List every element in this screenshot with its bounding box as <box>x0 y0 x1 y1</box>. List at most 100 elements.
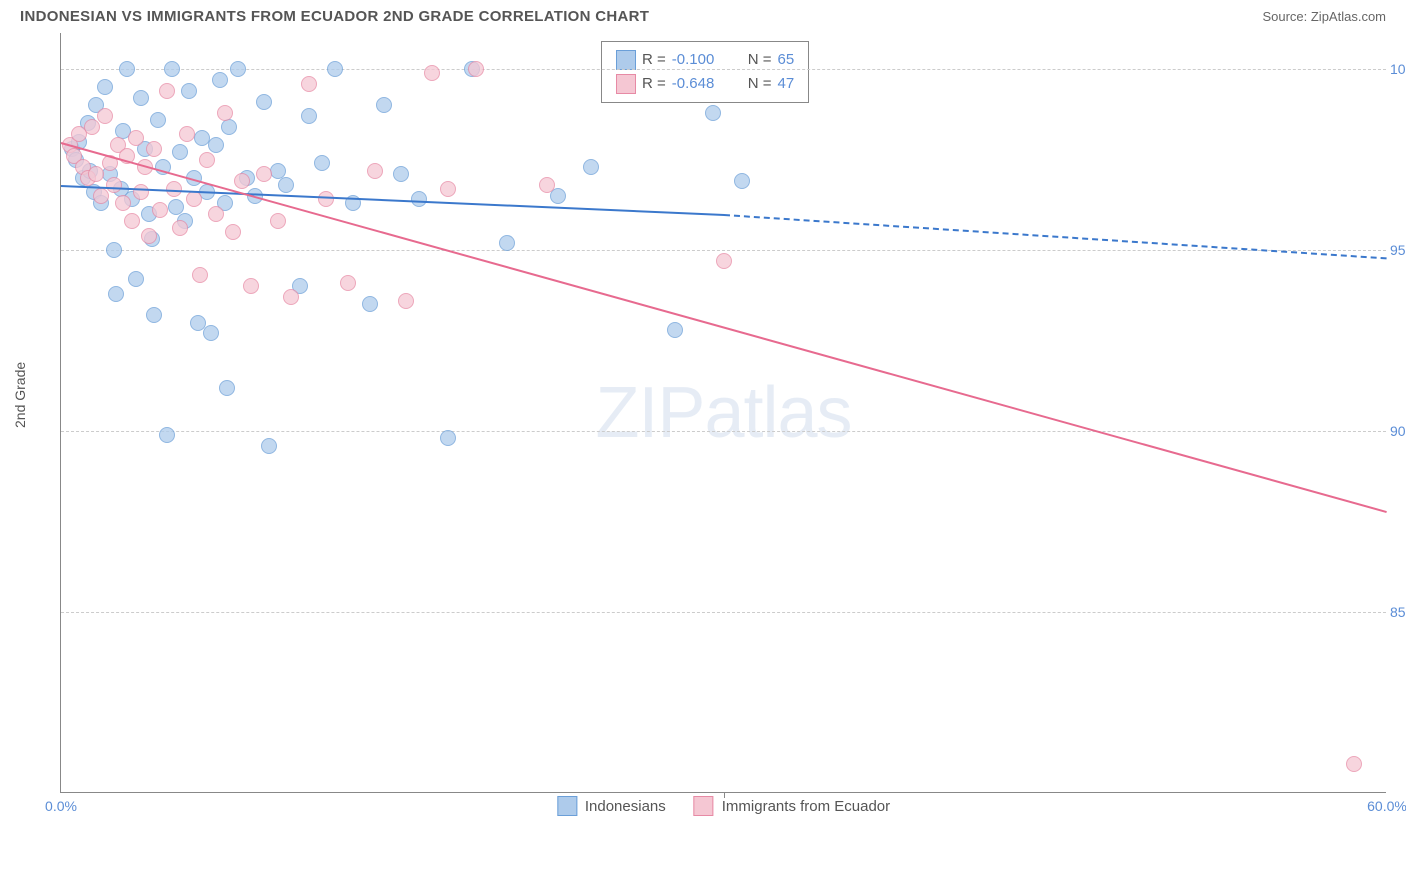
data-point <box>88 166 104 182</box>
data-point <box>172 144 188 160</box>
data-point <box>141 228 157 244</box>
data-point <box>172 220 188 236</box>
data-point <box>256 94 272 110</box>
x-tick-label: 0.0% <box>45 798 77 814</box>
data-point <box>219 380 235 396</box>
scatter-plot-area: ZIPatlas R =-0.100N =65R =-0.648N =47 In… <box>60 33 1386 793</box>
data-point <box>108 286 124 302</box>
legend-label: Immigrants from Ecuador <box>722 798 890 815</box>
watermark-text: ZIPatlas <box>595 372 851 454</box>
source-attribution: Source: ZipAtlas.com <box>1262 9 1386 24</box>
data-point <box>179 126 195 142</box>
x-tick-mark <box>724 792 725 798</box>
legend-row: R =-0.648 N =47 <box>616 72 794 96</box>
data-point <box>261 438 277 454</box>
data-point <box>152 202 168 218</box>
data-point <box>106 242 122 258</box>
data-point <box>583 159 599 175</box>
data-point <box>199 152 215 168</box>
data-point <box>340 275 356 291</box>
data-point <box>146 141 162 157</box>
data-point <box>186 191 202 207</box>
data-point <box>301 108 317 124</box>
gridline <box>61 69 1386 70</box>
legend-swatch <box>557 796 577 816</box>
data-point <box>1346 756 1362 772</box>
r-label: R = <box>642 72 666 96</box>
data-point <box>667 322 683 338</box>
data-point <box>203 325 219 341</box>
data-point <box>301 76 317 92</box>
data-point <box>327 61 343 77</box>
legend-swatch <box>694 796 714 816</box>
legend-swatch <box>616 50 636 70</box>
data-point <box>124 213 140 229</box>
y-tick-label: 85.0% <box>1390 604 1406 620</box>
legend-swatch <box>616 74 636 94</box>
data-point <box>314 155 330 171</box>
trend-line <box>61 142 1388 513</box>
data-point <box>716 253 732 269</box>
data-point <box>192 267 208 283</box>
data-point <box>97 79 113 95</box>
gridline <box>61 250 1386 251</box>
gridline <box>61 612 1386 613</box>
data-point <box>539 177 555 193</box>
data-point <box>398 293 414 309</box>
data-point <box>164 61 180 77</box>
data-point <box>93 188 109 204</box>
data-point <box>283 289 299 305</box>
r-value: -0.648 <box>672 72 732 96</box>
legend-item: Indonesians <box>557 796 666 816</box>
data-point <box>734 173 750 189</box>
data-point <box>376 97 392 113</box>
data-point <box>440 430 456 446</box>
data-point <box>97 108 113 124</box>
data-point <box>208 137 224 153</box>
n-value: 47 <box>778 72 795 96</box>
data-point <box>362 296 378 312</box>
gridline <box>61 431 1386 432</box>
data-point <box>468 61 484 77</box>
legend-label: Indonesians <box>585 798 666 815</box>
data-point <box>424 65 440 81</box>
data-point <box>234 173 250 189</box>
data-point <box>270 213 286 229</box>
data-point <box>166 181 182 197</box>
data-point <box>499 235 515 251</box>
data-point <box>159 427 175 443</box>
data-point <box>367 163 383 179</box>
data-point <box>133 90 149 106</box>
data-point <box>119 61 135 77</box>
series-legend: Indonesians Immigrants from Ecuador <box>557 796 890 816</box>
data-point <box>133 184 149 200</box>
x-tick-label: 60.0% <box>1367 798 1406 814</box>
data-point <box>256 166 272 182</box>
data-point <box>159 83 175 99</box>
data-point <box>243 278 259 294</box>
data-point <box>217 105 233 121</box>
data-point <box>128 130 144 146</box>
chart-title: INDONESIAN VS IMMIGRANTS FROM ECUADOR 2N… <box>20 8 649 25</box>
data-point <box>393 166 409 182</box>
data-point <box>115 195 131 211</box>
data-point <box>440 181 456 197</box>
data-point <box>128 271 144 287</box>
data-point <box>225 224 241 240</box>
y-axis-label: 2nd Grade <box>12 362 28 428</box>
y-tick-label: 100.0% <box>1390 61 1406 77</box>
data-point <box>230 61 246 77</box>
data-point <box>208 206 224 222</box>
y-tick-label: 95.0% <box>1390 242 1406 258</box>
data-point <box>150 112 166 128</box>
y-tick-label: 90.0% <box>1390 423 1406 439</box>
data-point <box>84 119 100 135</box>
data-point <box>212 72 228 88</box>
correlation-legend: R =-0.100N =65R =-0.648N =47 <box>601 41 809 103</box>
legend-item: Immigrants from Ecuador <box>694 796 890 816</box>
n-label: N = <box>748 72 772 96</box>
data-point <box>106 177 122 193</box>
data-point <box>278 177 294 193</box>
data-point <box>705 105 721 121</box>
trend-line <box>724 214 1387 259</box>
